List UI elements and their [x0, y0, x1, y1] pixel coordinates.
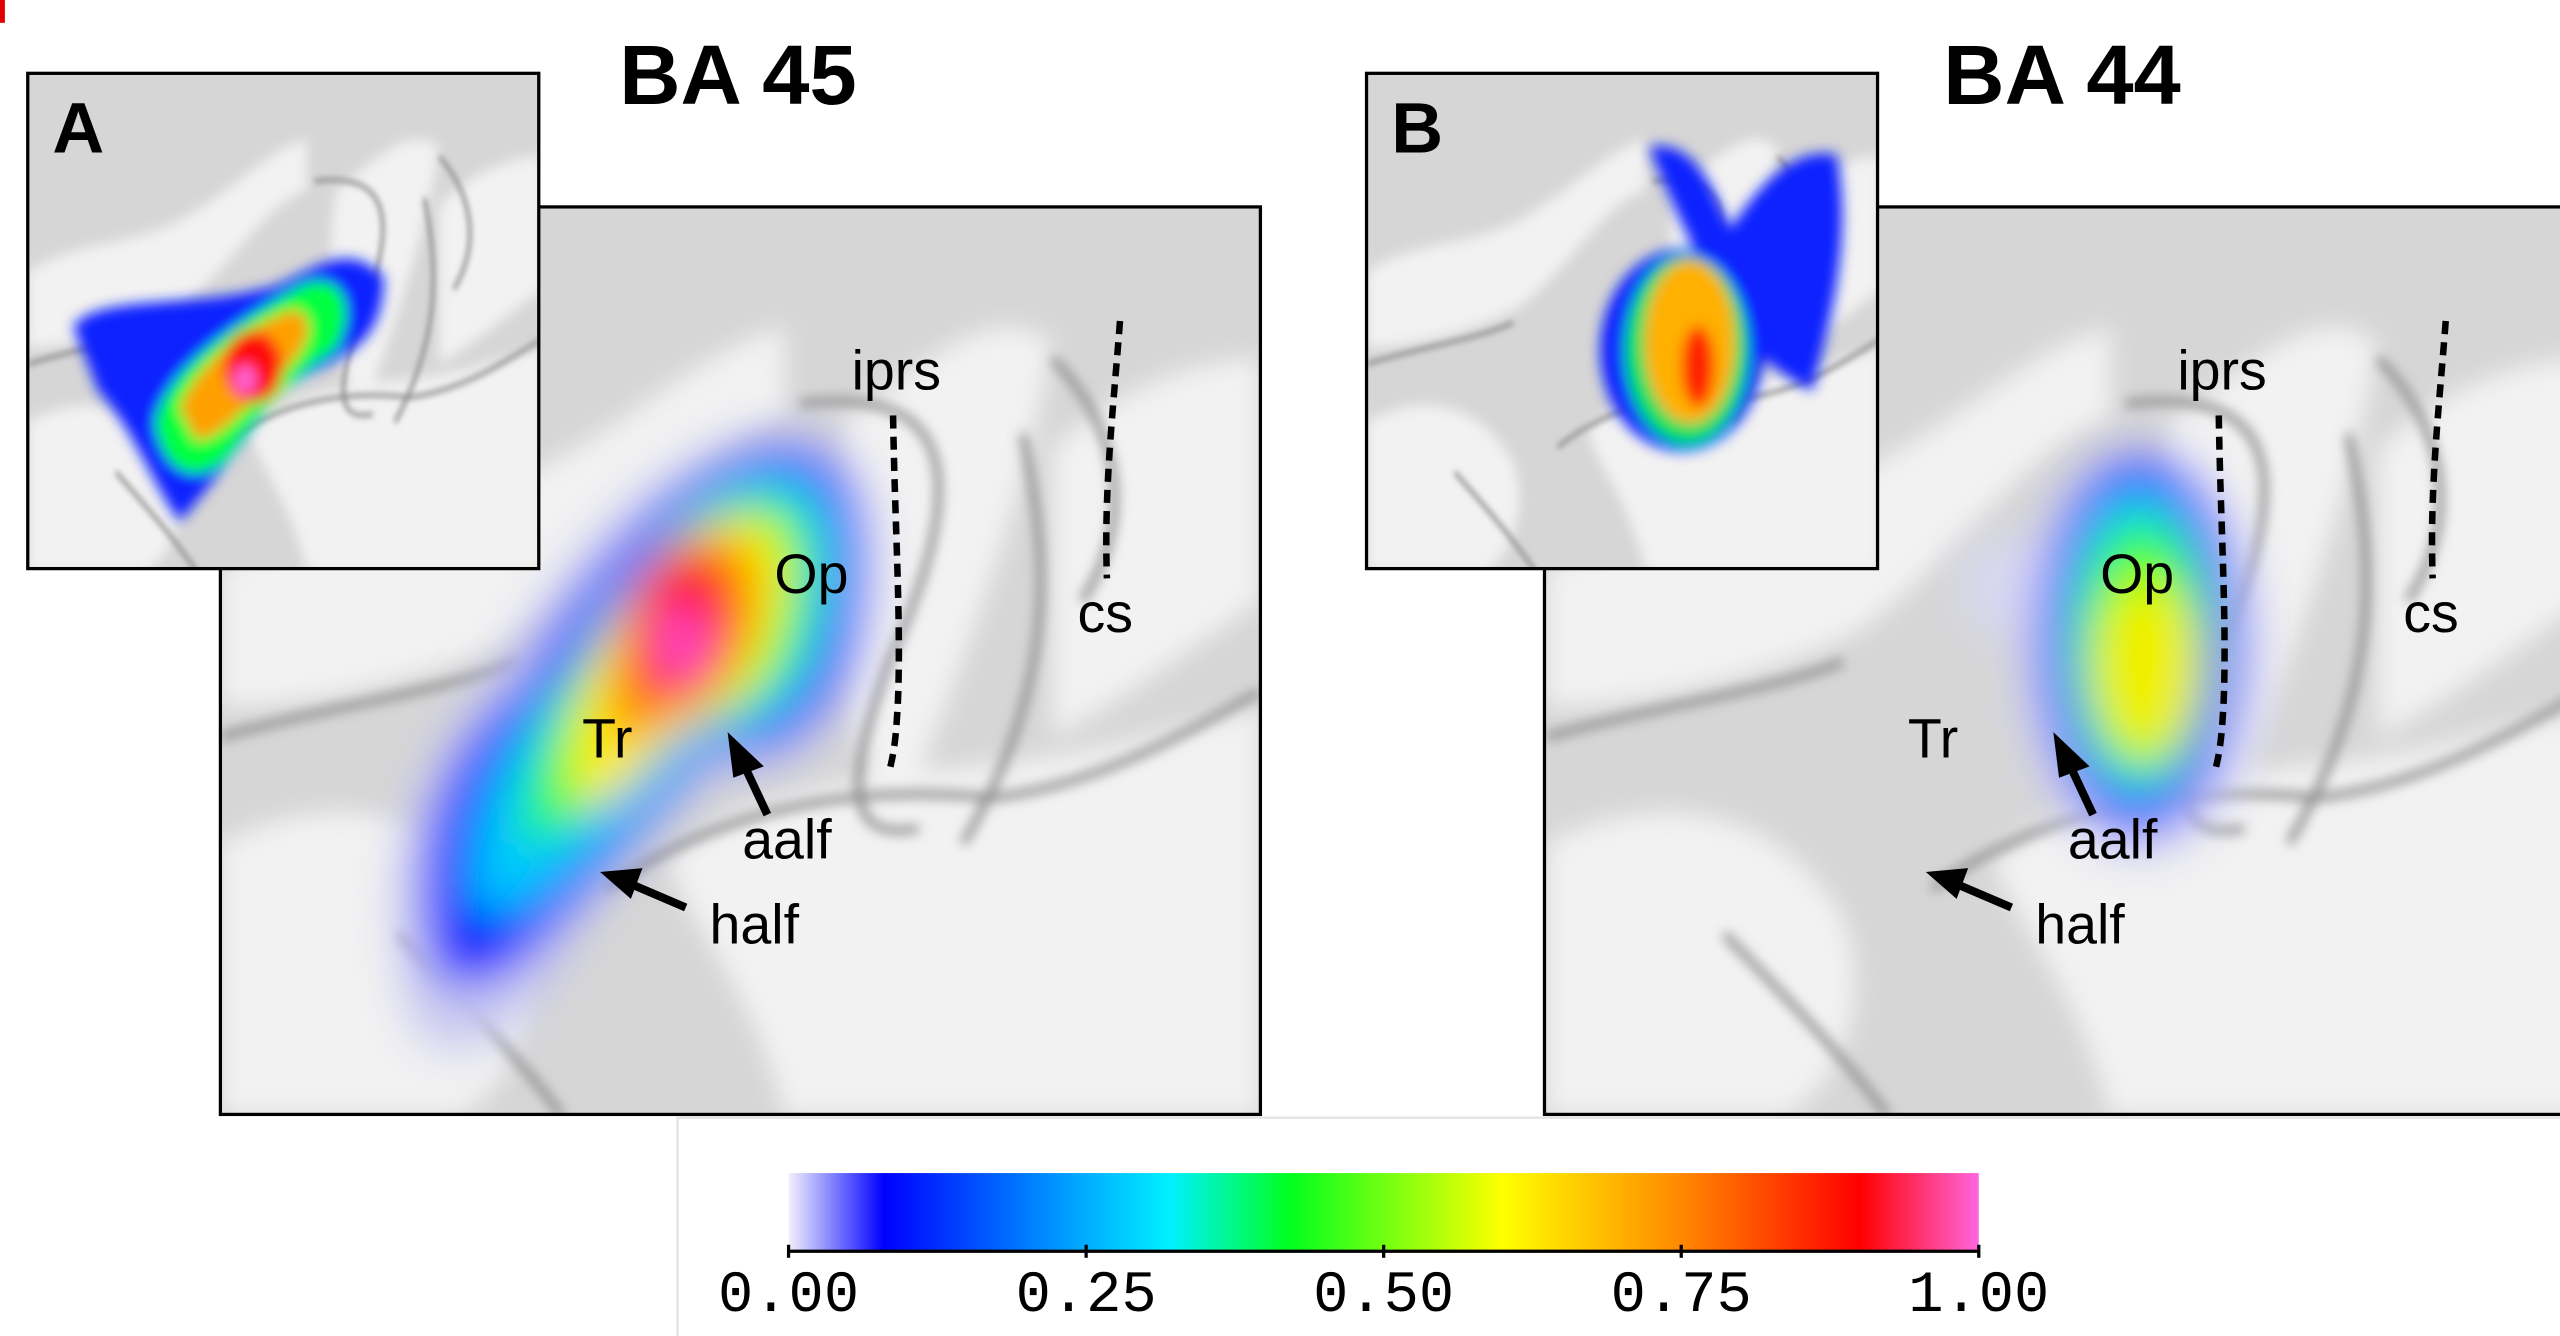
region-label: Op	[2100, 543, 2174, 605]
region-label: half	[710, 893, 800, 955]
region-label: aalf	[2068, 809, 2158, 871]
colorbar-ticks: 0.00 0.25 0.50 0.75 1.00	[718, 1245, 2049, 1329]
inset-a	[28, 73, 542, 572]
page: BA 45 A iprs Op cs Tr aalf half BA 44 B …	[0, 0, 2560, 1336]
colorbar-tick-label: 0.50	[1313, 1262, 1454, 1329]
region-label: aalf	[742, 809, 832, 871]
corner-mark	[0, 0, 5, 23]
colorbar-tick-label: 1.00	[1908, 1262, 2049, 1329]
panel-title: BA 44	[1943, 27, 2180, 122]
colorbar	[789, 1173, 1979, 1251]
region-label: Tr	[582, 708, 632, 770]
region-label: iprs	[2177, 339, 2266, 401]
panel-letter: B	[1391, 89, 1443, 169]
colorbar-tick-label: 0.75	[1611, 1262, 1752, 1329]
region-label: half	[2035, 893, 2125, 955]
panel-title: BA 45	[619, 27, 856, 122]
region-label: cs	[2403, 582, 2458, 644]
region-label: Op	[774, 543, 848, 605]
colorbar-tick-label: 0.25	[1016, 1262, 1157, 1329]
region-label: Tr	[1908, 708, 1958, 770]
region-label: cs	[1078, 582, 1133, 644]
panel-letter: A	[52, 89, 104, 169]
region-label: iprs	[852, 339, 941, 401]
figure: BA 45 A iprs Op cs Tr aalf half BA 44 B …	[0, 0, 2560, 1336]
inset-b	[1367, 73, 1881, 572]
colorbar-tick-label: 0.00	[718, 1262, 859, 1329]
